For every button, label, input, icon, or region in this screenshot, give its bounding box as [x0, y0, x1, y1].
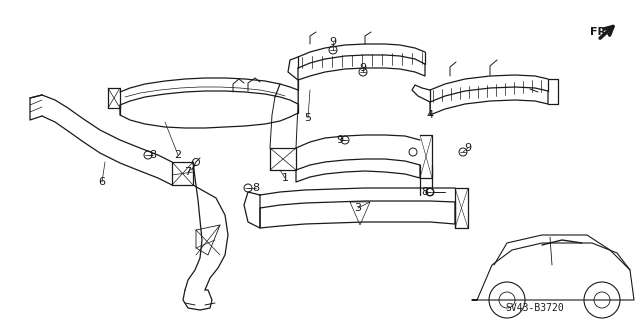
Text: 6: 6: [99, 177, 106, 187]
Text: SV43-B3720: SV43-B3720: [506, 303, 564, 313]
Text: 9: 9: [465, 143, 472, 153]
Text: 9: 9: [330, 37, 337, 47]
Text: 8: 8: [421, 187, 429, 197]
Text: 8: 8: [149, 150, 157, 160]
Text: 9: 9: [360, 63, 367, 73]
Text: 4: 4: [426, 110, 433, 120]
Text: 2: 2: [175, 150, 182, 160]
Text: 5: 5: [305, 113, 312, 123]
Text: 3: 3: [355, 203, 362, 213]
Text: 1: 1: [282, 173, 289, 183]
Text: 7: 7: [184, 167, 191, 177]
Text: 9: 9: [337, 135, 344, 145]
Text: FR.: FR.: [590, 27, 611, 37]
Text: 8: 8: [252, 183, 260, 193]
